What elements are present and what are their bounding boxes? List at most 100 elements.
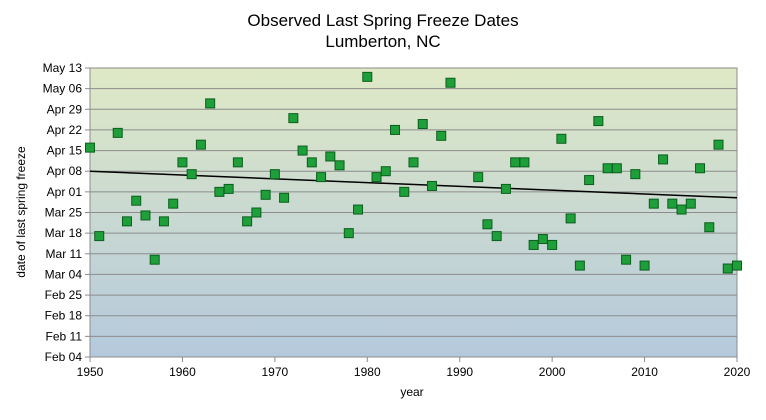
data-point-marker — [648, 198, 659, 209]
y-tick-label: Mar 25 — [45, 206, 83, 220]
y-tick-label: Apr 29 — [47, 102, 83, 116]
x-tick-label: 2000 — [539, 365, 566, 379]
y-tick-label: Apr 01 — [47, 185, 83, 199]
data-point-marker — [186, 169, 197, 180]
y-tick-label: Feb 04 — [45, 350, 83, 364]
data-point-marker — [94, 231, 105, 242]
data-point-marker — [426, 180, 437, 191]
data-point-marker — [177, 157, 188, 168]
y-tick-label: May 06 — [43, 82, 83, 96]
data-point-marker — [195, 139, 206, 150]
y-tick-label: May 13 — [43, 61, 83, 75]
data-point-marker — [316, 172, 327, 183]
data-point-marker — [362, 71, 373, 82]
data-point-marker — [630, 169, 641, 180]
data-point-marker — [408, 157, 419, 168]
x-tick-label: 1960 — [169, 365, 196, 379]
data-point-marker — [445, 77, 456, 88]
data-point-marker — [288, 113, 299, 124]
data-point-marker — [371, 172, 382, 183]
x-tick-label: 1990 — [446, 365, 473, 379]
data-point-marker — [621, 254, 632, 265]
data-point-marker — [510, 157, 521, 168]
data-point-marker — [685, 198, 696, 209]
data-point-marker — [343, 228, 354, 239]
y-tick-label: Mar 11 — [46, 247, 83, 261]
data-point-marker — [667, 198, 678, 209]
y-tick-label: Feb 11 — [46, 329, 83, 343]
grid-lines — [90, 88, 737, 337]
data-point-marker — [584, 175, 595, 186]
data-point-marker — [547, 239, 558, 250]
x-tick-label: 2010 — [631, 365, 658, 379]
trend-line-layer — [89, 170, 738, 199]
data-point-marker — [297, 145, 308, 156]
data-point-marker — [112, 127, 123, 138]
data-point-marker — [205, 98, 216, 109]
data-point-marker — [269, 169, 280, 180]
data-point-marker — [223, 183, 234, 194]
data-point-marker — [528, 239, 539, 250]
data-point-marker — [602, 163, 613, 174]
data-point-marker — [85, 142, 95, 153]
data-point-marker — [168, 198, 179, 209]
data-point-marker — [732, 260, 742, 271]
data-point-marker — [260, 189, 271, 200]
data-point-marker — [242, 216, 253, 227]
y-tick-label: Mar 18 — [45, 226, 83, 240]
y-axis-label: date of last spring freeze — [14, 146, 28, 278]
x-tick-label: 2020 — [724, 365, 751, 379]
data-point-marker — [658, 154, 669, 165]
data-point-marker — [131, 195, 142, 206]
y-axis-ticks: Feb 04 Feb 11 Feb 18 Feb 25 Mar 04 Mar 11 Mar … — [43, 61, 90, 364]
data-point-marker — [390, 124, 401, 135]
data-point-marker — [158, 216, 169, 227]
x-axis-ticks: 1950 1960 1970 1980 1990 2000 2010 2020 — [77, 357, 751, 379]
x-tick-label: 1980 — [354, 365, 381, 379]
data-point-marker — [417, 119, 428, 130]
y-tick-label: Feb 18 — [45, 309, 83, 323]
data-point-marker — [519, 157, 530, 168]
data-points — [85, 71, 742, 274]
data-point-marker — [140, 210, 151, 221]
data-point-marker — [704, 222, 715, 233]
data-point-marker — [676, 204, 687, 215]
data-point-marker — [232, 157, 243, 168]
trend-line — [89, 170, 738, 199]
y-tick-label: Feb 25 — [45, 288, 83, 302]
data-point-marker — [121, 216, 132, 227]
data-point-marker — [436, 130, 447, 141]
data-point-marker — [279, 192, 290, 203]
data-point-marker — [251, 207, 262, 218]
data-point-marker — [574, 260, 585, 271]
data-point-marker — [491, 231, 502, 242]
y-tick-label: Apr 22 — [47, 123, 83, 137]
data-point-marker — [556, 133, 567, 144]
y-tick-label: Mar 04 — [45, 267, 83, 281]
data-point-marker — [306, 157, 317, 168]
data-point-marker — [149, 254, 160, 265]
data-point-marker — [565, 213, 576, 224]
chart-title: Observed Last Spring Freeze Dates — [247, 11, 518, 30]
chart-subtitle: Lumberton, NC — [325, 32, 440, 51]
data-point-marker — [399, 186, 410, 197]
x-tick-label: 1970 — [262, 365, 289, 379]
data-point-marker — [639, 260, 650, 271]
data-point-marker — [500, 183, 511, 194]
data-point-marker — [473, 172, 484, 183]
data-point-marker — [482, 219, 493, 230]
data-point-marker — [537, 234, 548, 245]
data-point-marker — [380, 166, 391, 177]
data-point-marker — [214, 186, 225, 197]
y-tick-label: Apr 15 — [47, 144, 83, 158]
data-point-marker — [713, 139, 724, 150]
data-point-marker — [611, 163, 622, 174]
x-axis-label: year — [400, 385, 423, 399]
data-point-marker — [593, 116, 604, 127]
data-point-marker — [334, 160, 345, 171]
data-point-marker — [722, 263, 733, 274]
data-point-marker — [695, 163, 706, 174]
y-tick-label: Apr 08 — [47, 164, 83, 178]
